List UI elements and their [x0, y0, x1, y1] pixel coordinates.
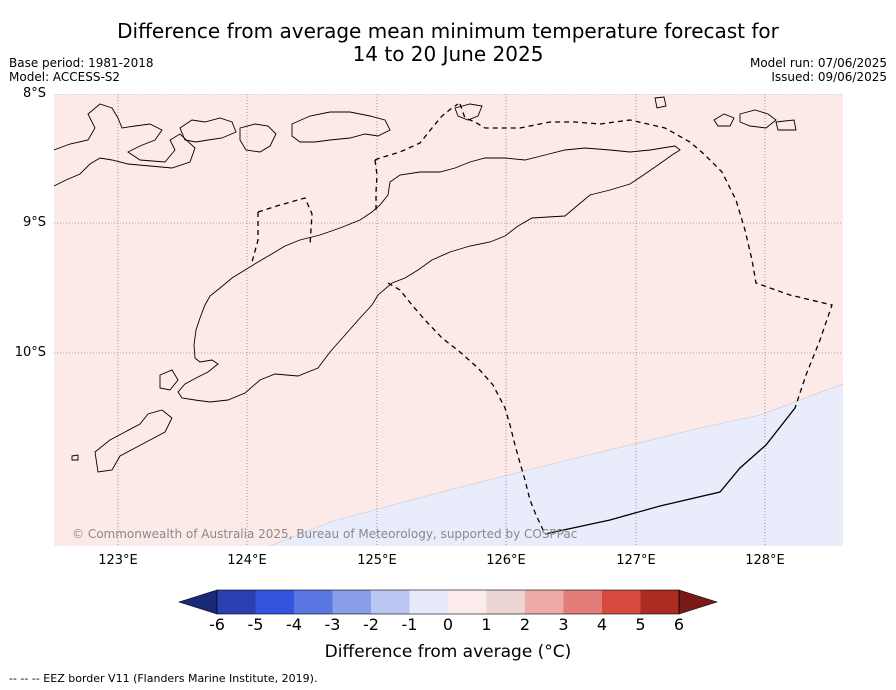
map-title: Difference from average mean minimum tem… [0, 20, 896, 66]
alor-island-coast [291, 111, 391, 143]
colorbar-segment [525, 590, 564, 614]
lat-label-8s: 8°S [22, 86, 46, 101]
rote-island-coast [94, 409, 173, 473]
model-name: Model: ACCESS-S2 [9, 70, 121, 84]
issued-date: Issued: 09/06/2025 [771, 70, 887, 84]
lat-label-9s: 9°S [22, 215, 46, 230]
graticule [54, 94, 843, 546]
kisar-island-coast [654, 96, 667, 109]
colorbar-tick-label: 6 [673, 615, 685, 634]
eez-border-oecusse [257, 197, 313, 246]
model-run: Model run: 07/06/2025 [749, 56, 887, 70]
colorbar-tick-label: 2 [519, 615, 531, 634]
colorbar-tick-label: -3 [324, 615, 341, 634]
colorbar-segment [332, 590, 371, 614]
zero-contour [269, 383, 843, 546]
lakor-island-coast [775, 119, 797, 131]
colorbar-tick-label: -5 [247, 615, 264, 634]
lon-label-127e: 127°E [616, 553, 656, 568]
colorbar-tick-label: 1 [481, 615, 492, 634]
colorbar-segment [448, 590, 487, 614]
copyright-text: © Commonwealth of Australia 2025, Bureau… [72, 527, 577, 541]
lon-label-126e: 126°E [486, 553, 526, 568]
moa-island-coast [739, 109, 777, 129]
colorbar-tick-label: 3 [558, 615, 569, 634]
map-panel: © Commonwealth of Australia 2025, Bureau… [54, 94, 843, 546]
lon-label-123e: 123°E [98, 553, 138, 568]
coastlines [54, 96, 797, 473]
colorbar-segment [255, 590, 294, 614]
colorbar-extend-high [678, 589, 718, 615]
colorbar-tick-label: -2 [363, 615, 379, 634]
colorbar-segment [563, 590, 602, 614]
title-line-1: Difference from average mean minimum tem… [117, 19, 779, 43]
colorbar-tick-label: 0 [442, 615, 454, 634]
lon-label-125e: 125°E [357, 553, 397, 568]
eez-border-atauro [374, 103, 459, 161]
colorbar-segment [409, 590, 448, 614]
eez-border-oecusse-west [251, 212, 259, 263]
colorbar-tick-label: 5 [635, 615, 646, 634]
colorbar-tick-label: -6 [209, 615, 225, 634]
colorbar-frame [216, 589, 680, 615]
model-run-info: Model run: 07/06/2025 Issued: 09/06/2025 [750, 56, 887, 84]
eez-footnote: -- -- -- EEZ border V11 (Flanders Marine… [9, 672, 318, 685]
pantar-island-coast [239, 123, 277, 153]
colorbar-segment [294, 590, 333, 614]
timor-island-coast [177, 145, 681, 403]
wetar-island-coast [454, 103, 483, 121]
base-period: Base period: 1981-2018 [9, 56, 154, 70]
colorbar-title: Difference from average (°C) [324, 642, 572, 662]
lembata-island-coast [179, 117, 237, 143]
flores-east-coast [54, 103, 196, 187]
lon-label-124e: 124°E [227, 553, 267, 568]
semau-island-coast [159, 369, 179, 391]
lat-label-10s: 10°S [14, 345, 46, 360]
colorbar-segment [640, 590, 679, 614]
savu-island-coast [71, 454, 79, 461]
leti-island-coast [713, 113, 735, 127]
colorbar-segment [217, 590, 256, 614]
eez-border-north [459, 103, 833, 409]
eez-borders [251, 103, 833, 535]
colorbar-tick-label: -1 [401, 615, 418, 634]
title-line-2: 14 to 20 June 2025 [352, 42, 544, 66]
colorbar-extend-low [178, 589, 218, 615]
eez-border-south [544, 407, 796, 535]
colorbar-segment [486, 590, 525, 614]
colorbar [178, 589, 718, 615]
base-period-info: Base period: 1981-2018 Model: ACCESS-S2 [9, 56, 154, 84]
lon-label-128e: 128°E [745, 553, 785, 568]
colorbar-tick-label: -4 [286, 615, 302, 634]
colorbar-tick-label: 4 [596, 615, 608, 634]
colorbar-segment [602, 590, 641, 614]
colorbar-segment [371, 590, 410, 614]
cool-anomaly-region [270, 384, 843, 546]
